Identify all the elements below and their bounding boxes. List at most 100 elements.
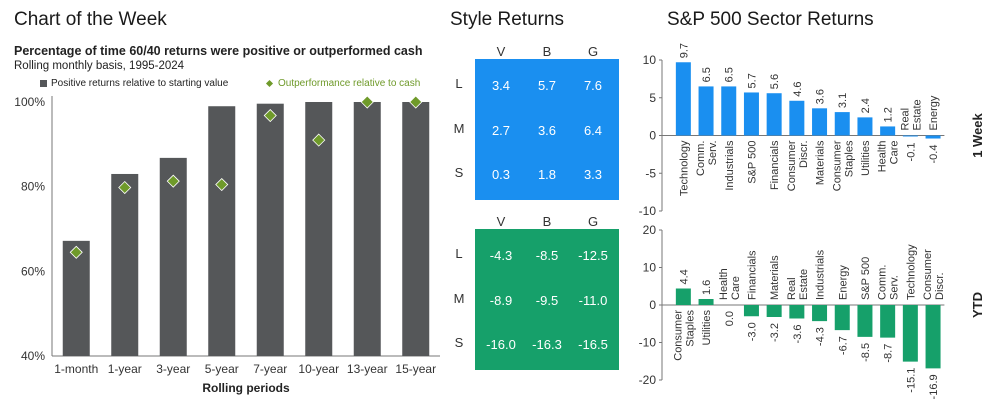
sector-data-label: 3.6 [815, 89, 827, 104]
left-bar [256, 103, 284, 357]
sector-bar-ytd [857, 305, 873, 337]
sector-category-label: Industrials [724, 140, 736, 191]
style-week-cell: 2.7 [475, 104, 527, 156]
sector-category-label: Serv. [889, 275, 901, 300]
sector-category-label: Staples [684, 310, 696, 347]
sector-y-tick-label: 10 [643, 261, 657, 275]
sector-category-label: Materials [769, 255, 781, 300]
left-x-tick-label: 15-year [395, 362, 436, 376]
style-week-cell: 0.3 [475, 148, 527, 200]
style-week-cell: 3.6 [521, 104, 573, 156]
left-bar [353, 102, 381, 356]
style-row-header: L [455, 246, 463, 261]
sector-data-label: -4.3 [815, 327, 827, 346]
style-ytd-cell: -12.5 [567, 229, 619, 281]
style-ytd-cell: -8.9 [475, 274, 527, 326]
left-bar [62, 240, 90, 356]
style-col-header: G [587, 214, 599, 229]
sector-category-label: Real [786, 277, 798, 300]
sector-bar-week [675, 62, 691, 136]
sector-bar-week [721, 86, 737, 136]
sector-data-label: 1.6 [701, 280, 713, 295]
sector-data-label: -16.9 [928, 374, 940, 399]
sector-bar-ytd [766, 305, 782, 317]
sector-bar-week [925, 135, 941, 139]
left-x-tick-label: 1-year [108, 362, 142, 376]
sector-bar-week [857, 117, 873, 136]
style-col-header: G [587, 44, 599, 59]
left-marker [69, 245, 83, 259]
style-week-cell: 3.3 [567, 148, 619, 200]
left-y-tick-label: 40% [21, 349, 45, 363]
sector-category-label: Energy [928, 95, 940, 130]
sector-bar-ytd [698, 299, 714, 305]
sector-y-tick-label: 0 [649, 298, 656, 312]
sector-data-label: -8.5 [860, 343, 872, 362]
sector-bar-week [789, 100, 805, 136]
left-x-tick-label: 10-year [298, 362, 339, 376]
left-x-tick-label: 3-year [156, 362, 190, 376]
sector-bar-week [902, 135, 918, 137]
sector-category-label: Industrials [815, 249, 827, 300]
sector-data-label: 4.4 [678, 269, 690, 284]
left-x-tick-label: 1-month [54, 362, 98, 376]
sector-y-tick-label: -10 [639, 336, 657, 350]
sector-category-label: Estate [911, 99, 923, 130]
style-row-header: S [454, 335, 464, 350]
sector-category-label: Real [899, 108, 911, 131]
style-ytd-cell: -4.3 [475, 229, 527, 281]
sector-bar-ytd [812, 305, 828, 322]
sector-data-label: 6.5 [724, 67, 736, 82]
style-col-header: V [496, 214, 506, 229]
sector-category-label: Health [877, 141, 889, 173]
chart-of-week-header: Chart of the Week [14, 9, 167, 30]
sector-category-label: S&P 500 [860, 257, 872, 300]
sector-category-label: Consumer [786, 140, 798, 191]
sector-data-label: 0.0 [724, 311, 736, 326]
style-week-cell: 1.8 [521, 148, 573, 200]
left-marker [215, 177, 229, 192]
left-bar [111, 173, 139, 356]
sector-data-label: 5.7 [746, 73, 758, 88]
sector-category-label: Technology [905, 244, 917, 300]
style-week-cell: 7.6 [567, 59, 619, 111]
style-week-cell: 5.7 [521, 59, 573, 111]
sector-panel-label-week: 1 Week [970, 112, 985, 157]
left-x-axis-title: Rolling periods [202, 381, 290, 395]
sector-category-label: S&P 500 [746, 141, 758, 184]
sector-category-label: Materials [815, 140, 827, 185]
left-bar [159, 157, 187, 356]
sector-data-label: 3.1 [837, 93, 849, 108]
sector-data-label: 9.7 [678, 43, 690, 58]
sector-data-label: 4.6 [792, 81, 804, 96]
legend-outperf-label: Outperformance relative to cash [278, 78, 421, 89]
sector-category-label: Consumer [831, 140, 843, 191]
sector-category-label: Discr. [798, 141, 810, 169]
sector-bar-ytd [789, 305, 805, 319]
style-week-cell: 3.4 [475, 59, 527, 111]
sector-data-label: 5.6 [769, 74, 781, 89]
sector-category-label: Utilities [701, 310, 713, 346]
sector-category-label: Technology [678, 140, 690, 196]
sector-data-label: -6.7 [837, 336, 849, 355]
sector-data-label: -3.6 [792, 325, 804, 344]
style-row-header: S [454, 165, 464, 180]
sector-category-label: Staples [843, 140, 855, 177]
left-x-tick-label: 7-year [253, 362, 287, 376]
left-chart-title: Percentage of time 60/40 returns were po… [14, 44, 423, 58]
sector-category-label: Comm. [695, 141, 707, 176]
left-y-tick-label: 100% [14, 95, 45, 109]
sector-bar-ytd [743, 305, 759, 317]
sector-bar-week [880, 126, 896, 136]
style-col-header: B [542, 44, 552, 59]
sector-bar-ytd [925, 305, 941, 369]
style-row-header: M [453, 291, 465, 306]
left-chart-subtitle: Rolling monthly basis, 1995-2024 [14, 60, 185, 72]
style-ytd-cell: -8.5 [521, 229, 573, 281]
left-bar-chart: 40% 60% 80% 100% 1-month 1-year 3-year 5-year 7-… [14, 95, 440, 395]
left-x-tick-label: 13-year [347, 362, 388, 376]
sector-category-label: Health [718, 268, 730, 300]
left-x-tick-label: 5-year [205, 362, 239, 376]
style-week-cell: 6.4 [567, 104, 619, 156]
sector-data-label: 1.2 [883, 107, 895, 122]
